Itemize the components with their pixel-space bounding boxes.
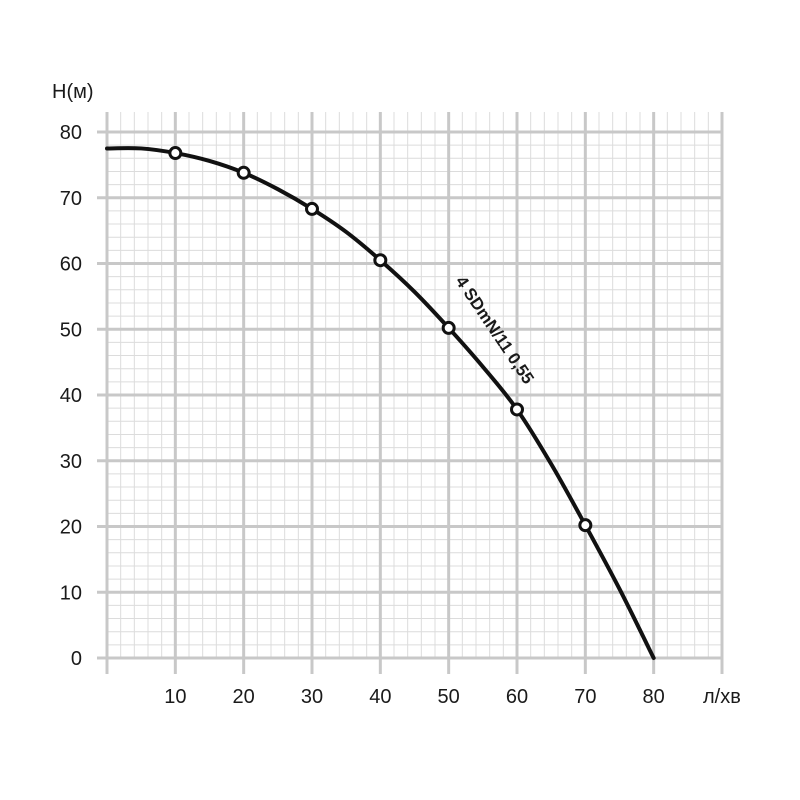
y-tick-label: 30 <box>60 451 82 473</box>
y-tick-label: 80 <box>60 122 82 144</box>
data-point-marker <box>578 518 593 533</box>
x-tick-label: 70 <box>574 686 596 708</box>
x-tick-label: 20 <box>233 686 255 708</box>
x-axis-title: л/хв <box>703 686 741 708</box>
x-tick-label: 40 <box>369 686 391 708</box>
major-grid <box>97 112 724 674</box>
y-tick-label: 60 <box>60 254 82 276</box>
data-point-marker <box>510 402 524 417</box>
data-point-marker <box>441 320 456 335</box>
y-axis-title: H(м) <box>52 81 94 103</box>
y-tick-label: 50 <box>60 319 82 341</box>
y-tick-label: 10 <box>60 582 82 604</box>
x-tick-label: 50 <box>438 686 460 708</box>
y-tick-label: 0 <box>71 648 82 670</box>
data-point-marker <box>168 146 183 161</box>
minor-grid <box>107 112 722 658</box>
y-tick-label: 20 <box>60 517 82 539</box>
x-tick-label: 60 <box>506 686 528 708</box>
data-point-marker <box>236 165 251 180</box>
x-tick-label: 10 <box>164 686 186 708</box>
y-tick-label: 40 <box>60 385 82 407</box>
marker-layer <box>168 146 593 533</box>
y-tick-label: 70 <box>60 188 82 210</box>
data-point-marker <box>373 253 388 268</box>
x-tick-label: 30 <box>301 686 323 708</box>
label-layer: 0 10 20 30 40 50 60 70 80 10 20 30 40 50 60 70 80 <box>60 122 665 708</box>
data-point-marker <box>305 201 319 216</box>
x-tick-label: 80 <box>643 686 665 708</box>
